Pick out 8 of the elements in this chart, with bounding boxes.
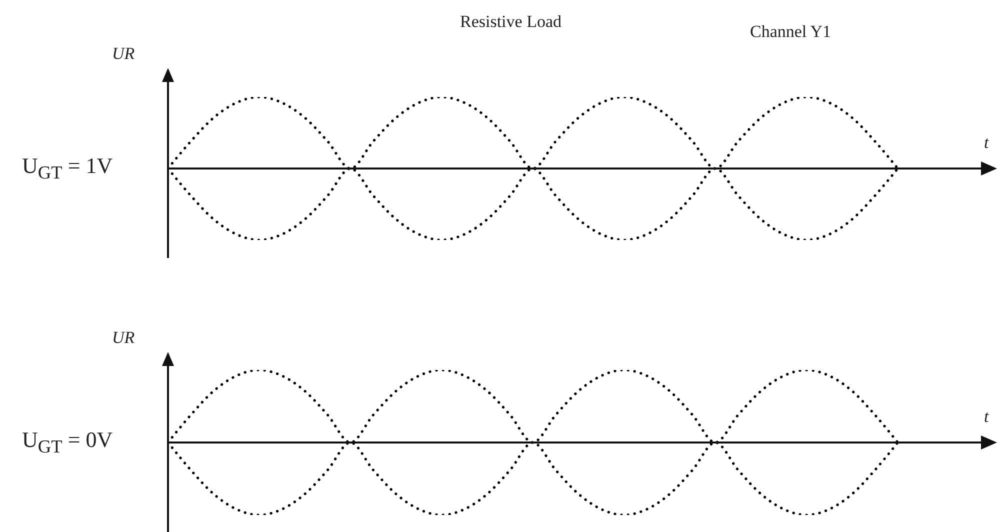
text: Channel Y1 [750,22,832,42]
text: U$_{GT}$ = 1V [22,152,113,183]
chart-title: Resistive Load [460,12,562,32]
text: U$_{GT}$ = 0V [22,426,113,457]
x-axis-title: t [984,132,989,152]
y-axis-title: UR [112,44,135,64]
y-axis-title: UR [112,328,135,348]
x-axis-title: t [984,406,989,426]
